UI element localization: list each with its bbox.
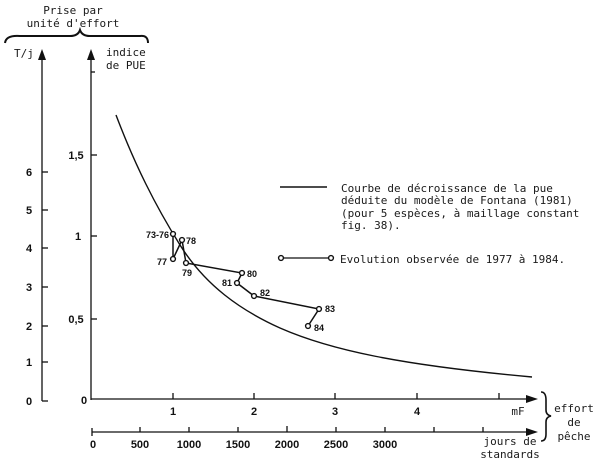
mf-axis-tick-labels: 1 2 3 4 bbox=[170, 406, 421, 418]
observed-markers bbox=[169, 230, 323, 330]
group-title-line2: unité d'effort bbox=[27, 17, 120, 30]
days-axis-label-line1: jours de bbox=[484, 435, 537, 448]
svg-text:1: 1 bbox=[26, 357, 32, 369]
svg-text:1: 1 bbox=[75, 231, 81, 243]
legend-curve-line4: fig. 38). bbox=[341, 219, 401, 232]
svg-text:1: 1 bbox=[170, 406, 176, 418]
top-brace bbox=[4, 26, 149, 44]
fontana-curve bbox=[115, 114, 533, 378]
left-axis bbox=[41, 56, 48, 402]
svg-text:73-76: 73-76 bbox=[146, 230, 169, 240]
svg-text:3000: 3000 bbox=[373, 439, 397, 451]
svg-text:82: 82 bbox=[260, 288, 270, 298]
svg-text:2: 2 bbox=[251, 406, 257, 418]
legend-curve-line2: déduite du modèle de Fontana (1981) bbox=[341, 194, 573, 207]
svg-text:2: 2 bbox=[26, 321, 32, 333]
pue-axis bbox=[90, 56, 97, 400]
svg-text:6: 6 bbox=[26, 167, 32, 179]
mf-axis-label: mF bbox=[511, 405, 524, 418]
svg-text:0: 0 bbox=[90, 439, 96, 451]
mf-axis bbox=[91, 393, 530, 400]
legend: Courbe de décroissance de la pue déduite… bbox=[277, 182, 579, 266]
svg-text:1500: 1500 bbox=[226, 439, 250, 451]
days-axis bbox=[91, 426, 530, 436]
svg-text:79: 79 bbox=[182, 268, 192, 278]
svg-text:2500: 2500 bbox=[324, 439, 348, 451]
legend-curve-line3: (pour 5 espèces, à maillage constant bbox=[341, 207, 579, 220]
svg-text:5: 5 bbox=[26, 205, 32, 217]
days-axis-arrow-icon bbox=[526, 428, 538, 436]
left-axis-unit: T/j bbox=[14, 47, 34, 60]
effort-label-line2: de bbox=[567, 416, 580, 429]
left-axis-arrow-icon bbox=[38, 49, 46, 60]
pue-axis-tick-labels: 0 0,5 1 1,5 bbox=[68, 150, 87, 407]
legend-observed-label: Evolution observée de 1977 à 1984. bbox=[340, 253, 565, 266]
legend-curve-line1: Courbe de décroissance de la pue bbox=[341, 182, 553, 195]
svg-text:1,5: 1,5 bbox=[68, 150, 83, 162]
svg-text:84: 84 bbox=[314, 323, 324, 333]
svg-text:2000: 2000 bbox=[275, 439, 299, 451]
svg-text:4: 4 bbox=[26, 243, 33, 255]
svg-text:77: 77 bbox=[157, 257, 167, 267]
pue-axis-label-line1: indice bbox=[106, 46, 146, 59]
svg-text:0,5: 0,5 bbox=[68, 314, 83, 326]
svg-text:80: 80 bbox=[247, 269, 257, 279]
svg-text:1000: 1000 bbox=[177, 439, 201, 451]
mf-axis-arrow-icon bbox=[526, 395, 538, 403]
effort-brace bbox=[540, 391, 552, 442]
svg-text:81: 81 bbox=[222, 278, 232, 288]
observed-point-labels: 73-76 77 78 79 80 81 82 83 84 bbox=[146, 230, 335, 333]
svg-text:83: 83 bbox=[325, 304, 335, 314]
effort-label-line3: pêche bbox=[557, 430, 590, 443]
effort-label-line1: effort bbox=[554, 402, 594, 415]
pue-axis-label-line2: de PUE bbox=[106, 59, 146, 72]
pue-axis-arrow-icon bbox=[87, 49, 95, 60]
group-title-line1: Prise par bbox=[43, 4, 103, 17]
svg-text:0: 0 bbox=[81, 395, 87, 407]
svg-text:4: 4 bbox=[414, 406, 421, 418]
svg-text:3: 3 bbox=[26, 282, 32, 294]
days-axis-label-line2: standards bbox=[480, 448, 540, 461]
svg-text:3: 3 bbox=[332, 406, 338, 418]
days-axis-tick-labels: 0 500 1000 1500 2000 2500 3000 bbox=[90, 439, 397, 451]
observed-path bbox=[172, 234, 321, 327]
svg-text:500: 500 bbox=[131, 439, 149, 451]
svg-text:0: 0 bbox=[26, 396, 32, 408]
left-axis-tick-labels: 0 1 2 3 4 5 6 bbox=[26, 167, 33, 408]
svg-text:78: 78 bbox=[186, 236, 196, 246]
